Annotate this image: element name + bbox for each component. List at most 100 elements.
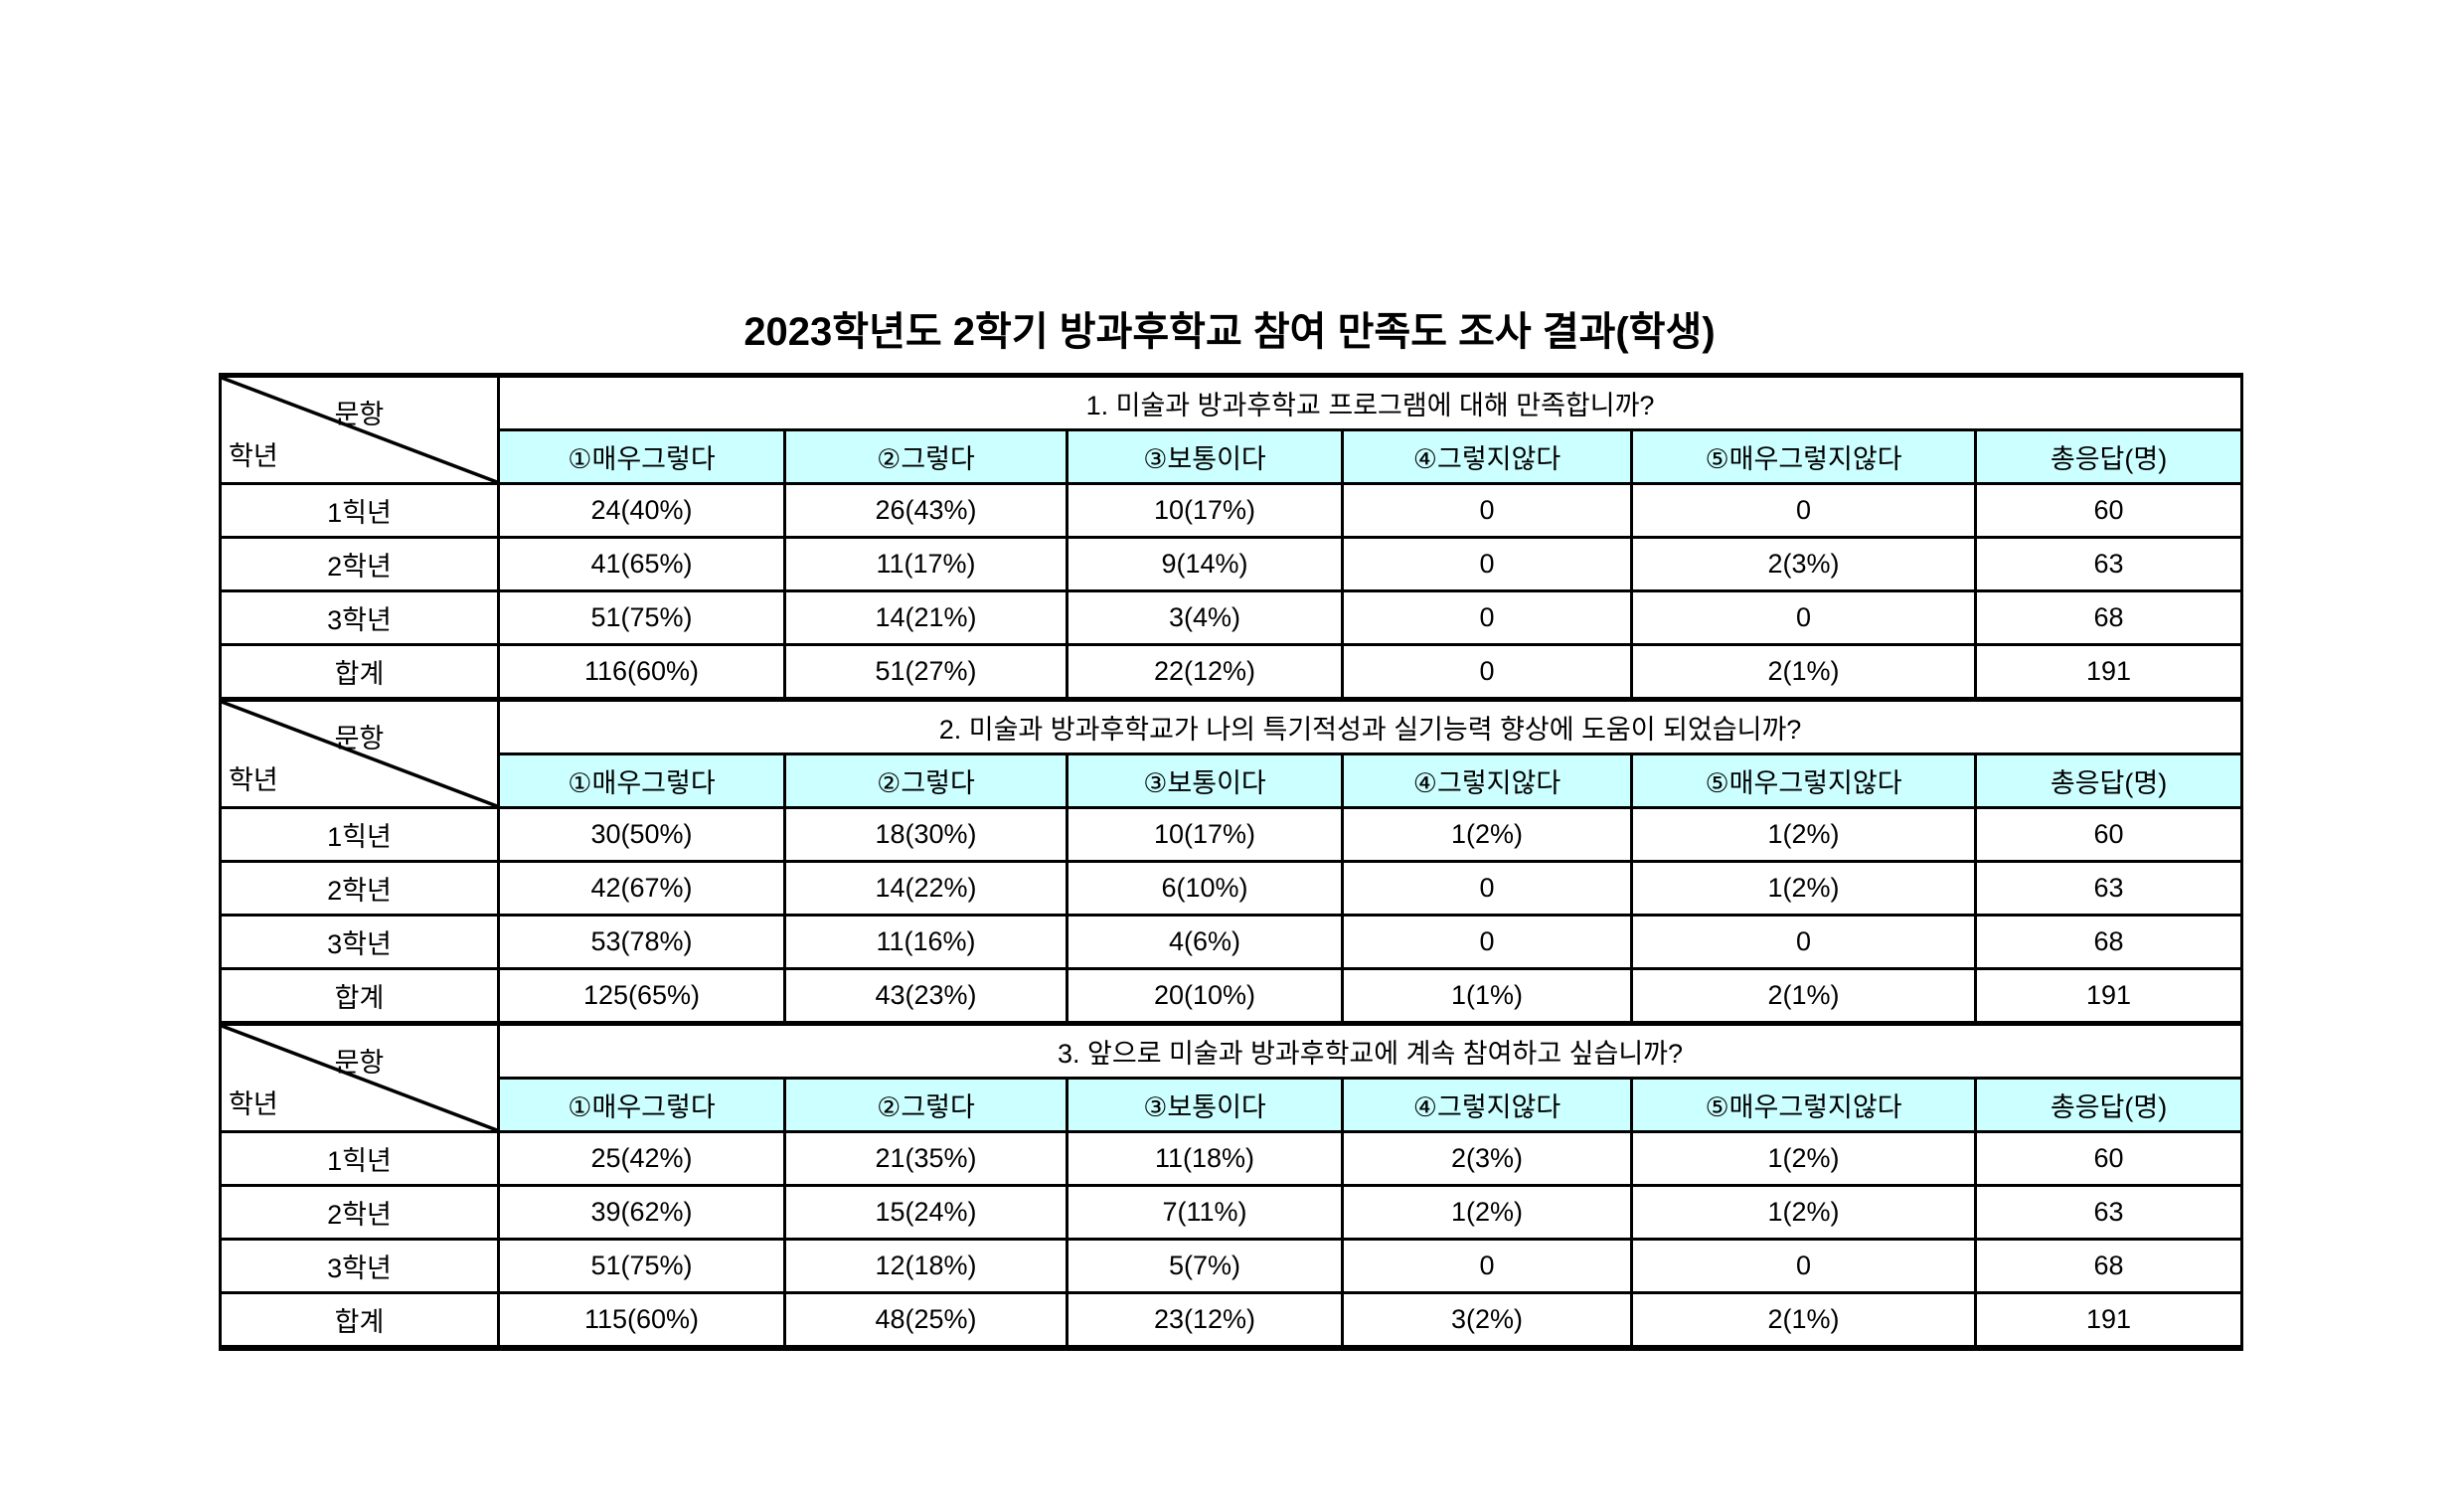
value-cell: 1(2%): [1341, 1184, 1633, 1241]
corner-label-grade: 학년: [229, 440, 278, 471]
value-cell: 21(35%): [783, 1130, 1068, 1187]
satisfaction-survey-table: 문항 학년 1. 미술과 방과후학교 프로그램에 대해 만족합니까? ①매우그렇…: [219, 373, 2244, 1351]
row-label: 1힉년: [219, 1130, 500, 1187]
answer-header-2: ②그렇다: [783, 428, 1068, 485]
row-label: 3학년: [219, 1238, 500, 1294]
value-cell: 6(10%): [1066, 860, 1344, 917]
value-cell: 0: [1341, 1238, 1633, 1294]
value-cell: 2(1%): [1630, 643, 1977, 701]
table-row: 문항 학년 1. 미술과 방과후학교 프로그램에 대해 만족합니까?: [219, 373, 2244, 485]
value-cell: 42(67%): [497, 860, 786, 917]
table-row: ①매우그렇다 ②그렇다 ③보통이다 ④그렇지않다 ⑤매우그렇지않다 총응답(명): [221, 752, 2244, 809]
value-cell: 2(1%): [1630, 1291, 1977, 1351]
value-cell: 51(75%): [497, 1238, 786, 1294]
corner-label-grade: 학년: [229, 1088, 278, 1119]
diagonal-divider-icon: [222, 1026, 497, 1130]
value-cell: 0: [1341, 482, 1633, 539]
answer-header-2: ②그렇다: [783, 752, 1068, 809]
value-cell: 39(62%): [497, 1184, 786, 1241]
answer-header-4: ④그렇지않다: [1341, 428, 1633, 485]
corner-header-cell: 문항 학년: [219, 697, 500, 809]
row-label: 2학년: [219, 536, 500, 592]
value-cell: 10(17%): [1066, 482, 1344, 539]
total-cell: 63: [1973, 1184, 2244, 1241]
answer-header-5: ⑤매우그렇지않다: [1630, 1077, 1977, 1133]
value-cell: 2(1%): [1630, 967, 1977, 1025]
value-cell: 24(40%): [497, 482, 786, 539]
table-row: 3학년 51(75%) 14(21%) 3(4%) 0 0 68: [219, 589, 2244, 646]
table-row: ①매우그렇다 ②그렇다 ③보통이다 ④그렇지않다 ⑤매우그렇지않다 총응답(명): [221, 1077, 2244, 1133]
row-label: 2학년: [219, 1184, 500, 1241]
row-label: 합계: [219, 1291, 500, 1351]
value-cell: 0: [1341, 860, 1633, 917]
question-cell-2: 2. 미술과 방과후학교가 나의 특기적성과 실기능력 향상에 도움이 되었습니…: [496, 697, 2244, 755]
total-cell: 68: [1973, 1238, 2244, 1294]
value-cell: 2(3%): [1341, 1130, 1633, 1187]
value-cell: 9(14%): [1066, 536, 1344, 592]
corner-header-cell: 문항 학년: [219, 373, 500, 485]
value-cell: 115(60%): [497, 1291, 786, 1351]
table-row: 합계 116(60%) 51(27%) 22(12%) 0 2(1%) 191: [219, 643, 2244, 701]
answer-header-3: ③보통이다: [1066, 1077, 1344, 1133]
value-cell: 3(2%): [1341, 1291, 1633, 1351]
value-cell: 20(10%): [1066, 967, 1344, 1025]
total-header: 총응답(명): [1973, 1077, 2244, 1133]
table-row: 1힉년 25(42%) 21(35%) 11(18%) 2(3%) 1(2%) …: [219, 1130, 2244, 1187]
answer-header-5: ⑤매우그렇지않다: [1630, 428, 1977, 485]
total-cell: 60: [1973, 806, 2244, 863]
value-cell: 1(2%): [1630, 1184, 1977, 1241]
table-row: 2학년 41(65%) 11(17%) 9(14%) 0 2(3%) 63: [219, 536, 2244, 592]
value-cell: 0: [1630, 914, 1977, 970]
value-cell: 43(23%): [783, 967, 1068, 1025]
value-cell: 1(2%): [1630, 806, 1977, 863]
value-cell: 11(16%): [783, 914, 1068, 970]
answer-header-1: ①매우그렇다: [497, 428, 786, 485]
corner-label-question: 문항: [334, 1047, 385, 1078]
value-cell: 0: [1630, 1238, 1977, 1294]
answer-header-3: ③보통이다: [1066, 752, 1344, 809]
answer-header-5: ⑤매우그렇지않다: [1630, 752, 1977, 809]
question-cell-3: 3. 앞으로 미술과 방과후학교에 계속 참여하고 싶습니까?: [496, 1021, 2244, 1080]
answer-header-3: ③보통이다: [1066, 428, 1344, 485]
row-label: 합계: [219, 967, 500, 1025]
page-title: 2023학년도 2학기 방과후학교 참여 만족도 조사 결과(학생): [743, 310, 1716, 354]
table-row: 1힉년 30(50%) 18(30%) 10(17%) 1(2%) 1(2%) …: [219, 806, 2244, 863]
answer-header-2: ②그렇다: [783, 1077, 1068, 1133]
table-row: 문항 학년 2. 미술과 방과후학교가 나의 특기적성과 실기능력 향상에 도움…: [219, 697, 2244, 809]
table-row: 합계 125(65%) 43(23%) 20(10%) 1(1%) 2(1%) …: [219, 967, 2244, 1025]
value-cell: 0: [1341, 914, 1633, 970]
answer-header-4: ④그렇지않다: [1341, 1077, 1633, 1133]
row-label: 1힉년: [219, 482, 500, 539]
value-cell: 7(11%): [1066, 1184, 1344, 1241]
question-cell-1: 1. 미술과 방과후학교 프로그램에 대해 만족합니까?: [496, 373, 2244, 431]
value-cell: 0: [1341, 589, 1633, 646]
answer-header-4: ④그렇지않다: [1341, 752, 1633, 809]
value-cell: 22(12%): [1066, 643, 1344, 701]
value-cell: 30(50%): [497, 806, 786, 863]
table-row: 1힉년 24(40%) 26(43%) 10(17%) 0 0 60: [219, 482, 2244, 539]
value-cell: 41(65%): [497, 536, 786, 592]
value-cell: 1(2%): [1630, 1130, 1977, 1187]
corner-label-question: 문항: [334, 399, 385, 429]
value-cell: 26(43%): [783, 482, 1068, 539]
total-cell: 191: [1973, 643, 2244, 701]
total-cell: 68: [1973, 589, 2244, 646]
row-label: 1힉년: [219, 806, 500, 863]
value-cell: 11(17%): [783, 536, 1068, 592]
value-cell: 116(60%): [497, 643, 786, 701]
row-label: 합계: [219, 643, 500, 701]
diagonal-divider-icon: [222, 702, 497, 806]
value-cell: 14(22%): [783, 860, 1068, 917]
value-cell: 0: [1630, 482, 1977, 539]
total-cell: 60: [1973, 482, 2244, 539]
value-cell: 125(65%): [497, 967, 786, 1025]
value-cell: 0: [1341, 536, 1633, 592]
total-cell: 68: [1973, 914, 2244, 970]
value-cell: 0: [1630, 589, 1977, 646]
total-cell: 191: [1973, 967, 2244, 1025]
value-cell: 18(30%): [783, 806, 1068, 863]
table-row: 문항 학년 3. 앞으로 미술과 방과후학교에 계속 참여하고 싶습니까?: [219, 1021, 2244, 1133]
value-cell: 5(7%): [1066, 1238, 1344, 1294]
row-label: 3학년: [219, 914, 500, 970]
